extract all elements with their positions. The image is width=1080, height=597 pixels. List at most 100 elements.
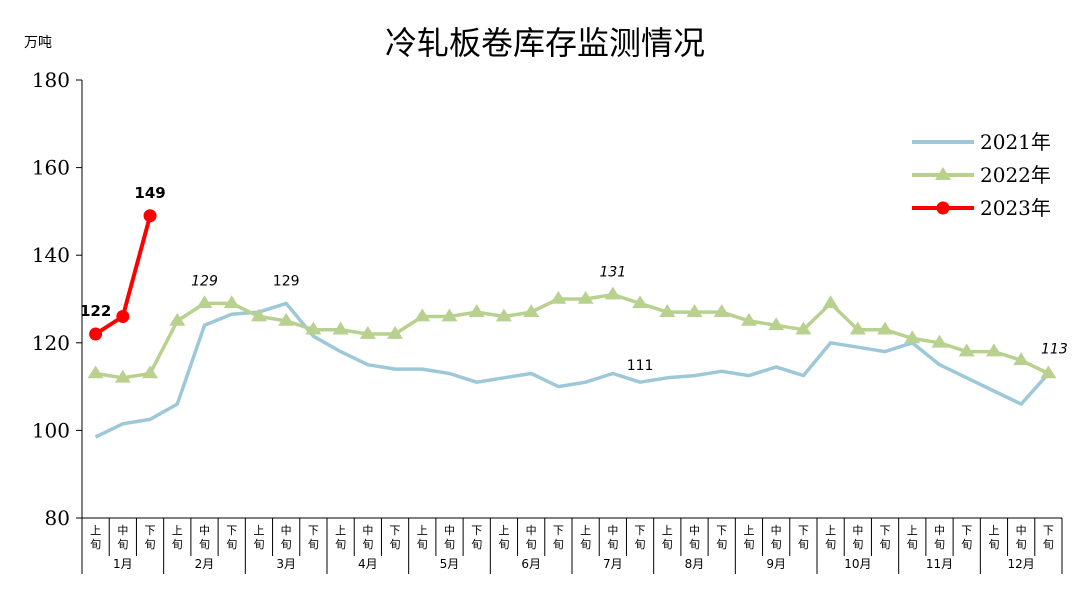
data-point (795, 321, 812, 335)
x-tick-label: 旬 (172, 538, 183, 551)
y-tick-label: 140 (32, 243, 70, 267)
x-tick-label: 旬 (199, 538, 210, 551)
data-point (387, 326, 404, 339)
x-tick-label: 中 (281, 524, 292, 537)
data-point (143, 209, 157, 223)
x-tick-label: 中 (607, 524, 618, 537)
x-tick-label: 旬 (471, 538, 482, 551)
data-point (278, 312, 295, 326)
month-label: 12月 (1008, 557, 1035, 571)
month-label: 4月 (358, 557, 378, 571)
x-tick-label: 旬 (825, 538, 836, 551)
x-tick-label: 下 (471, 524, 482, 537)
x-tick-label: 旬 (308, 538, 319, 551)
data-label: 149 (134, 184, 165, 202)
data-label: 113 (1041, 341, 1068, 357)
x-tick-label: 下 (880, 524, 891, 537)
data-point (142, 365, 159, 379)
x-tick-label: 旬 (417, 538, 428, 551)
data-point (904, 330, 921, 344)
legend-label: 2022年 (980, 163, 1051, 187)
data-point (169, 312, 186, 326)
x-tick-label: 上 (907, 524, 918, 537)
data-point (877, 321, 894, 335)
x-tick-label: 中 (362, 524, 373, 537)
data-label: 131 (599, 265, 626, 281)
data-point (849, 321, 866, 335)
x-tick-label: 旬 (852, 538, 863, 551)
data-label: 122 (80, 302, 111, 320)
x-tick-label: 旬 (362, 538, 373, 551)
x-tick-label: 上 (172, 524, 183, 537)
data-point (441, 308, 458, 322)
data-point (550, 291, 567, 304)
x-tick-label: 旬 (90, 538, 101, 551)
data-label: 111 (627, 358, 654, 374)
x-tick-label: 上 (825, 524, 836, 537)
x-tick-label: 旬 (934, 538, 945, 551)
data-point (468, 304, 485, 317)
x-tick-label: 旬 (988, 538, 999, 551)
month-label: 1月 (113, 557, 133, 571)
x-tick-label: 中 (444, 524, 455, 537)
x-tick-label: 中 (689, 524, 700, 537)
x-tick-label: 中 (771, 524, 782, 537)
data-point (1040, 365, 1057, 379)
x-tick-label: 旬 (635, 538, 646, 551)
month-label: 11月 (926, 557, 953, 571)
legend-label: 2023年 (980, 196, 1051, 220)
data-point (740, 312, 757, 326)
data-point (523, 304, 540, 317)
legend-marker (935, 167, 951, 180)
data-point (89, 327, 103, 341)
y-tick-label: 160 (32, 156, 70, 180)
data-point (659, 304, 676, 317)
data-point (414, 308, 431, 322)
x-tick-label: 旬 (662, 538, 673, 551)
data-point (713, 304, 730, 317)
x-tick-label: 旬 (743, 538, 754, 551)
x-tick-label: 中 (1016, 524, 1027, 537)
x-tick-label: 下 (390, 524, 401, 537)
data-point (822, 295, 839, 309)
x-tick-label: 下 (798, 524, 809, 537)
data-labels: 122 149 129 129 131 111 113 (80, 184, 1068, 374)
x-tick-label: 旬 (880, 538, 891, 551)
y-tick-label: 80 (45, 506, 70, 530)
x-tick-label: 旬 (607, 538, 618, 551)
x-tick-label: 旬 (689, 538, 700, 551)
x-tick-label: 旬 (145, 538, 156, 551)
x-tick-label: 上 (335, 524, 346, 537)
x-tick-label: 中 (199, 524, 210, 537)
data-label: 129 (273, 273, 300, 289)
data-point (931, 334, 948, 348)
data-point (604, 286, 621, 300)
data-point (768, 317, 785, 331)
x-tick-label: 旬 (798, 538, 809, 551)
month-label: 2月 (195, 557, 215, 571)
x-tick-label: 旬 (907, 538, 918, 551)
chart-title: 冷轧板卷库存监测情况 (385, 24, 705, 62)
x-tick-label: 下 (961, 524, 972, 537)
x-tick-label: 旬 (553, 538, 564, 551)
x-tick-label: 旬 (526, 538, 537, 551)
month-label: 5月 (440, 557, 460, 571)
y-tick-label: 120 (32, 331, 70, 355)
month-label: 9月 (766, 557, 786, 571)
data-point (359, 326, 376, 339)
data-point (495, 308, 512, 322)
legend-label: 2021年 (980, 130, 1051, 154)
data-point (577, 291, 594, 304)
x-tick-label: 旬 (117, 538, 128, 551)
x-tick-label: 上 (743, 524, 754, 537)
month-label: 7月 (603, 557, 623, 571)
x-tick-label: 下 (716, 524, 727, 537)
data-point (332, 321, 349, 335)
x-tick-label: 旬 (1043, 538, 1054, 551)
axes: 80100120140160180上旬中旬下旬上旬中旬下旬上旬中旬下旬上旬中旬下… (32, 68, 1063, 574)
legend-marker (936, 201, 950, 215)
y-tick-label: 180 (32, 68, 70, 92)
month-label: 3月 (276, 557, 296, 571)
x-tick-label: 上 (253, 524, 264, 537)
